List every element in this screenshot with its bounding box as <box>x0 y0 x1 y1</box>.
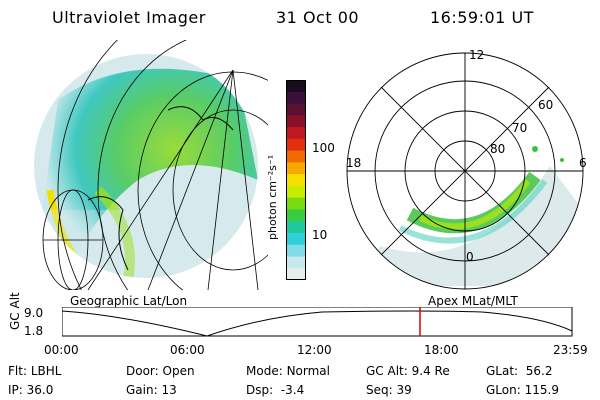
colorbar-segment <box>286 138 306 152</box>
polar-panel-label: Apex MLat/MLT <box>428 294 518 308</box>
geographic-image-panel <box>34 40 268 290</box>
colorbar-segment <box>286 268 306 281</box>
status-glon: GLon: 115.9 <box>486 383 559 397</box>
instrument-title: Ultraviolet Imager <box>52 8 206 27</box>
colorbar <box>286 80 306 281</box>
time-tick-1200: 12:00 <box>297 343 332 357</box>
status-mode: Mode: Normal <box>246 364 330 378</box>
status-dsp: Dsp: -3.4 <box>246 383 305 397</box>
colorbar-segment <box>286 127 306 140</box>
colorbar-segment <box>286 209 306 222</box>
colorbar-segment <box>286 244 306 257</box>
mlt-label-6: 6 <box>579 156 587 170</box>
colorbar-segment <box>286 232 306 246</box>
mlat-label-80: 80 <box>490 142 506 156</box>
gcalt-value: 9.4 Re <box>411 364 450 378</box>
altitude-ytick-bottom: 1.8 <box>24 324 44 338</box>
colorbar-tick-10: 10 <box>312 228 328 242</box>
status-gain: Gain: 13 <box>126 383 177 397</box>
colorbar-segment <box>286 103 306 116</box>
glat-value: 56.2 <box>525 364 553 378</box>
geographic-panel-label: Geographic Lat/Lon <box>70 294 188 308</box>
colorbar-segment <box>286 185 306 199</box>
polar-mlat-mlt-panel <box>346 52 584 290</box>
colorbar-tick-100: 100 <box>312 141 335 155</box>
status-ip: IP: 36.0 <box>8 383 54 397</box>
status-seq: Seq: 39 <box>366 383 412 397</box>
mlat-label-60: 60 <box>538 98 554 112</box>
door-value: Open <box>162 364 195 378</box>
filter-value: LBHL <box>30 364 62 378</box>
time-tick-0600: 06:00 <box>170 343 205 357</box>
status-door: Door: Open <box>126 364 195 378</box>
colorbar-segment <box>286 221 306 234</box>
mlt-label-18: 18 <box>346 156 362 170</box>
mlt-label-12: 12 <box>469 48 485 62</box>
ip-value: 36.0 <box>26 383 54 397</box>
seq-value: 39 <box>396 383 412 397</box>
time-tick-2359: 23:59 <box>553 343 588 357</box>
observation-date: 31 Oct 00 <box>276 8 360 27</box>
colorbar-segment <box>286 162 306 175</box>
glon-value: 115.9 <box>524 383 559 397</box>
colorbar-segment <box>286 91 306 105</box>
mlat-label-70: 70 <box>512 121 528 135</box>
time-tick-0000: 00:00 <box>44 343 79 357</box>
colorbar-unit-label: photon cm⁻²s⁻¹ <box>266 154 279 240</box>
gain-value: 13 <box>161 383 177 397</box>
colorbar-segment <box>286 115 306 128</box>
observation-time: 16:59:01 UT <box>430 8 534 27</box>
colorbar-segment <box>286 197 306 210</box>
colorbar-segment <box>286 256 306 269</box>
altitude-timeline-plot <box>62 307 573 337</box>
colorbar-segment <box>286 174 306 187</box>
colorbar-segment <box>286 80 306 93</box>
dsp-value: -3.4 <box>280 383 305 397</box>
mode-value: Normal <box>286 364 330 378</box>
colorbar-gradient <box>286 80 306 281</box>
altitude-ytick-top: 9.0 <box>24 306 44 320</box>
status-filter: Flt: LBHL <box>8 364 62 378</box>
colorbar-segment <box>286 150 306 163</box>
time-tick-1800: 18:00 <box>424 343 459 357</box>
mlt-label-0: 0 <box>466 250 474 264</box>
status-glat: GLat: 56.2 <box>486 364 553 378</box>
altitude-ylabel: GC Alt <box>8 292 22 330</box>
status-gc-alt: GC Alt: 9.4 Re <box>366 364 450 378</box>
